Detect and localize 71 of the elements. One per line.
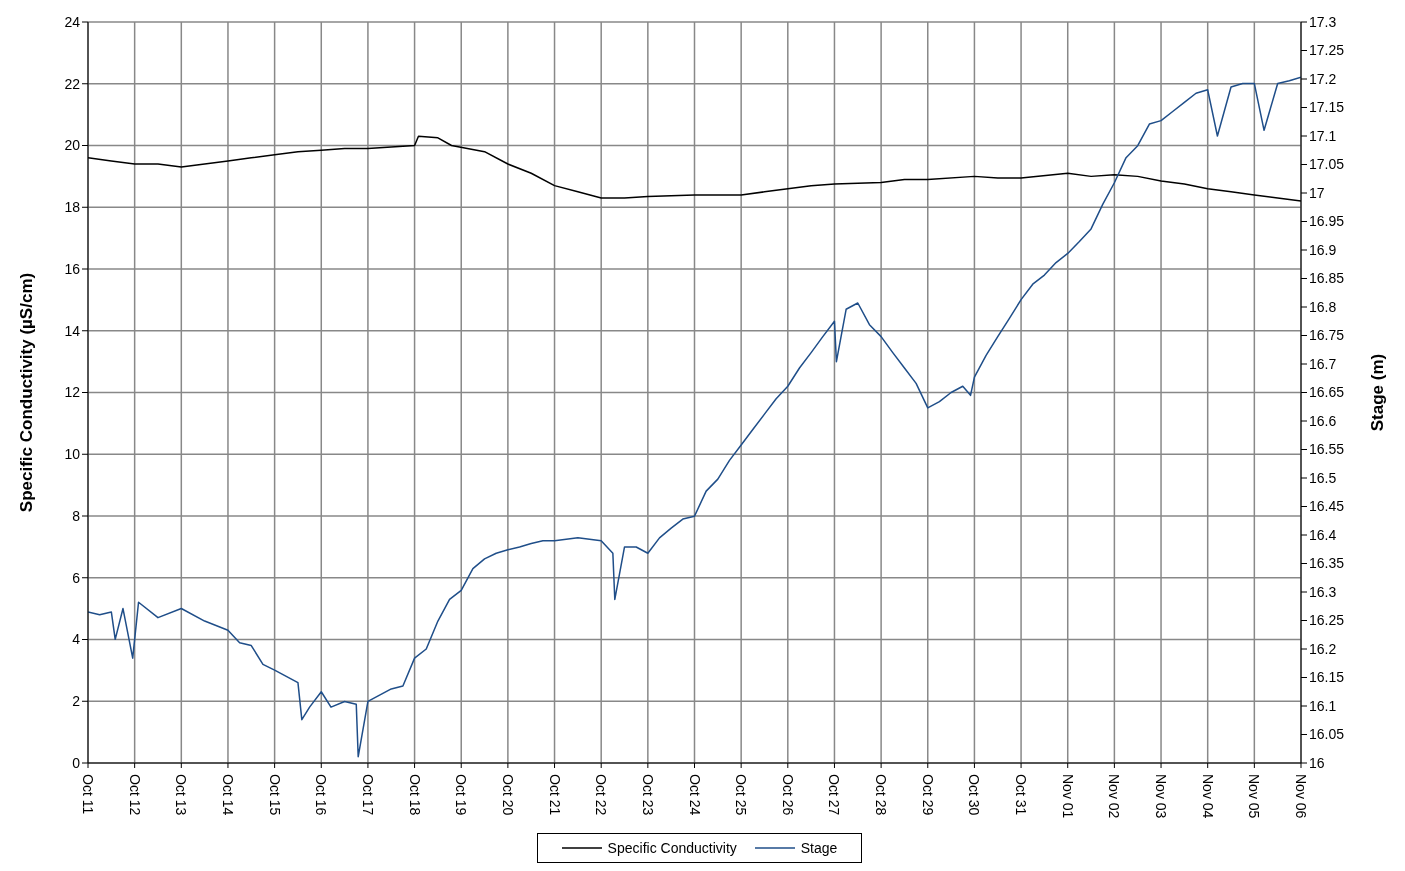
x-tick-label: Oct 18 <box>406 774 423 816</box>
x-tick-label: Oct 12 <box>126 774 143 816</box>
x-tick-label: Nov 01 <box>1059 774 1076 819</box>
y2-tick-label: 17.25 <box>1309 42 1345 59</box>
x-tick-label: Oct 17 <box>359 774 376 816</box>
y-tick-label: 0 <box>72 754 81 771</box>
y-tick-label: 2 <box>72 693 81 710</box>
x-tick-label: Oct 27 <box>826 774 843 816</box>
legend-label: Specific Conductivity <box>606 840 737 856</box>
y-tick-label: 8 <box>72 507 81 524</box>
y2-tick-label: 16.65 <box>1309 384 1345 401</box>
x-tick-label: Oct 11 <box>80 774 96 815</box>
y-tick-label: 22 <box>64 75 81 92</box>
y2-tick-label: 16.35 <box>1309 555 1345 572</box>
y2-tick-label: 16.15 <box>1309 669 1345 686</box>
x-tick-label: Oct 23 <box>639 774 656 816</box>
x-tick-label: Oct 15 <box>266 774 283 816</box>
y-tick-label: 18 <box>64 199 81 216</box>
x-tick-label: Oct 16 <box>313 774 330 816</box>
y-tick-label: 6 <box>72 569 81 586</box>
y2-tick-label: 17.1 <box>1309 127 1337 144</box>
y-tick-label: 20 <box>64 137 81 154</box>
y2-tick-label: 16.8 <box>1309 298 1337 315</box>
legend-label: Stage <box>799 840 838 856</box>
x-tick-label: Oct 19 <box>453 774 470 816</box>
y2-tick-label: 17.05 <box>1309 156 1345 173</box>
y2-tick-label: 17.2 <box>1309 70 1337 87</box>
y2-tick-label: 16.2 <box>1309 640 1337 657</box>
y-tick-label: 10 <box>64 446 81 463</box>
y2-tick-label: 16.95 <box>1309 213 1345 230</box>
y2-tick-label: 16.1 <box>1309 697 1337 714</box>
y2-tick-label: 16.85 <box>1309 270 1345 287</box>
y2-tick-label: 16.75 <box>1309 327 1345 344</box>
y-tick-label: 16 <box>64 260 81 277</box>
x-tick-label: Oct 25 <box>733 774 750 816</box>
y2-tick-label: 17.3 <box>1309 13 1337 30</box>
y2-tick-label: 16.25 <box>1309 612 1345 629</box>
y-tick-label: 14 <box>64 322 81 339</box>
x-tick-label: Oct 30 <box>966 774 983 816</box>
y2-tick-label: 16 <box>1309 754 1325 771</box>
x-tick-label: Nov 02 <box>1106 774 1123 819</box>
x-tick-label: Oct 13 <box>173 774 190 816</box>
y2-axis-title: Stage (m) <box>1368 353 1388 432</box>
x-tick-label: Oct 24 <box>686 774 703 816</box>
y2-tick-label: 17.15 <box>1309 99 1345 116</box>
y2-tick-label: 16.3 <box>1309 583 1337 600</box>
x-tick-label: Nov 04 <box>1199 774 1216 819</box>
x-tick-label: Oct 14 <box>219 774 236 816</box>
y2-tick-label: 16.9 <box>1309 241 1337 258</box>
y-tick-label: 24 <box>64 13 81 30</box>
x-tick-label: Oct 31 <box>1013 774 1030 816</box>
y-tick-label: 4 <box>72 631 81 648</box>
x-tick-label: Oct 28 <box>873 774 890 816</box>
x-tick-label: Oct 21 <box>546 774 563 816</box>
y2-tick-label: 16.6 <box>1309 412 1337 429</box>
y2-tick-label: 17 <box>1309 184 1325 201</box>
x-tick-label: Oct 26 <box>779 774 796 816</box>
y2-tick-label: 16.7 <box>1309 355 1337 372</box>
x-tick-label: Oct 22 <box>593 774 610 816</box>
y2-tick-label: 16.5 <box>1309 469 1337 486</box>
x-tick-label: Nov 05 <box>1246 774 1263 819</box>
x-tick-label: Nov 03 <box>1153 774 1170 819</box>
y2-tick-label: 16.55 <box>1309 441 1345 458</box>
y2-tick-label: 16.4 <box>1309 526 1337 543</box>
y2-tick-label: 16.05 <box>1309 726 1345 743</box>
x-tick-label: Nov 06 <box>1293 774 1309 819</box>
x-tick-label: Oct 20 <box>499 774 516 816</box>
y-axis-title: Specific Conductivity (µS/cm) <box>17 272 37 513</box>
x-tick-label: Oct 29 <box>919 774 936 816</box>
y-tick-label: 12 <box>64 384 81 401</box>
y2-tick-label: 16.45 <box>1309 498 1345 515</box>
